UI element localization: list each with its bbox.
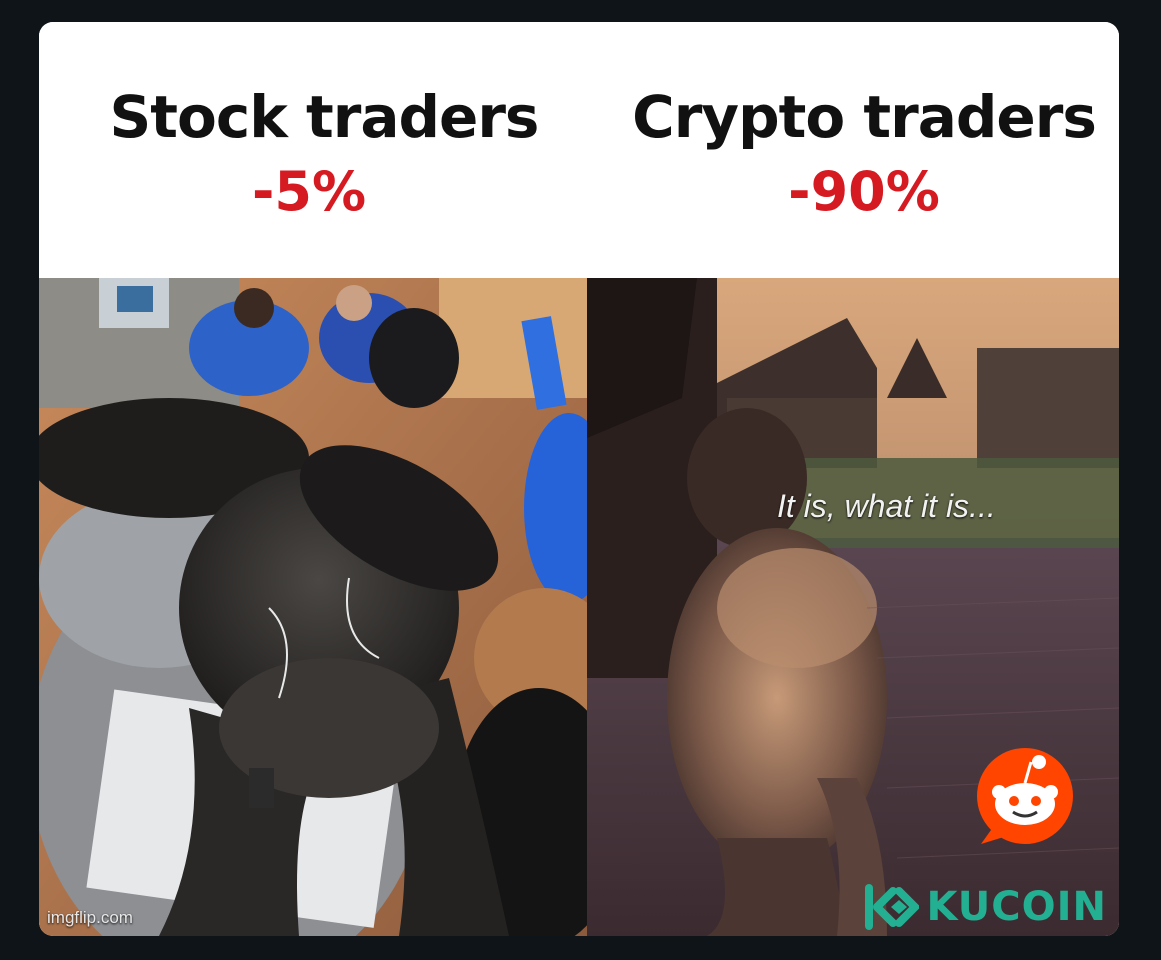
kucoin-wordmark: KUCOIN (926, 884, 1107, 930)
imgflip-watermark: imgflip.com (47, 908, 133, 927)
stock-traders-percent: -5% (251, 160, 367, 223)
meme-header: Stock traders -5% Crypto traders -90% (39, 22, 1119, 278)
stock-traders-title: Stock traders (109, 83, 540, 151)
right-heading: Crypto traders -90% (579, 84, 1119, 228)
reddit-icon (973, 738, 1083, 848)
kucoin-brand: KUCOIN (863, 884, 1108, 930)
left-heading: Stock traders -5% (39, 84, 579, 228)
meme-caption: It is, what it is... (777, 488, 996, 524)
right-photo-monkey-sunset: It is, what it is... KU (587, 278, 1119, 936)
left-photo-gorilla-surgery: imgflip.com (39, 278, 587, 936)
kucoin-logo-icon (864, 884, 919, 930)
meme-card: Stock traders -5% Crypto traders -90% (39, 22, 1119, 936)
crypto-traders-percent: -90% (788, 160, 940, 223)
crypto-traders-title: Crypto traders (632, 83, 1097, 151)
